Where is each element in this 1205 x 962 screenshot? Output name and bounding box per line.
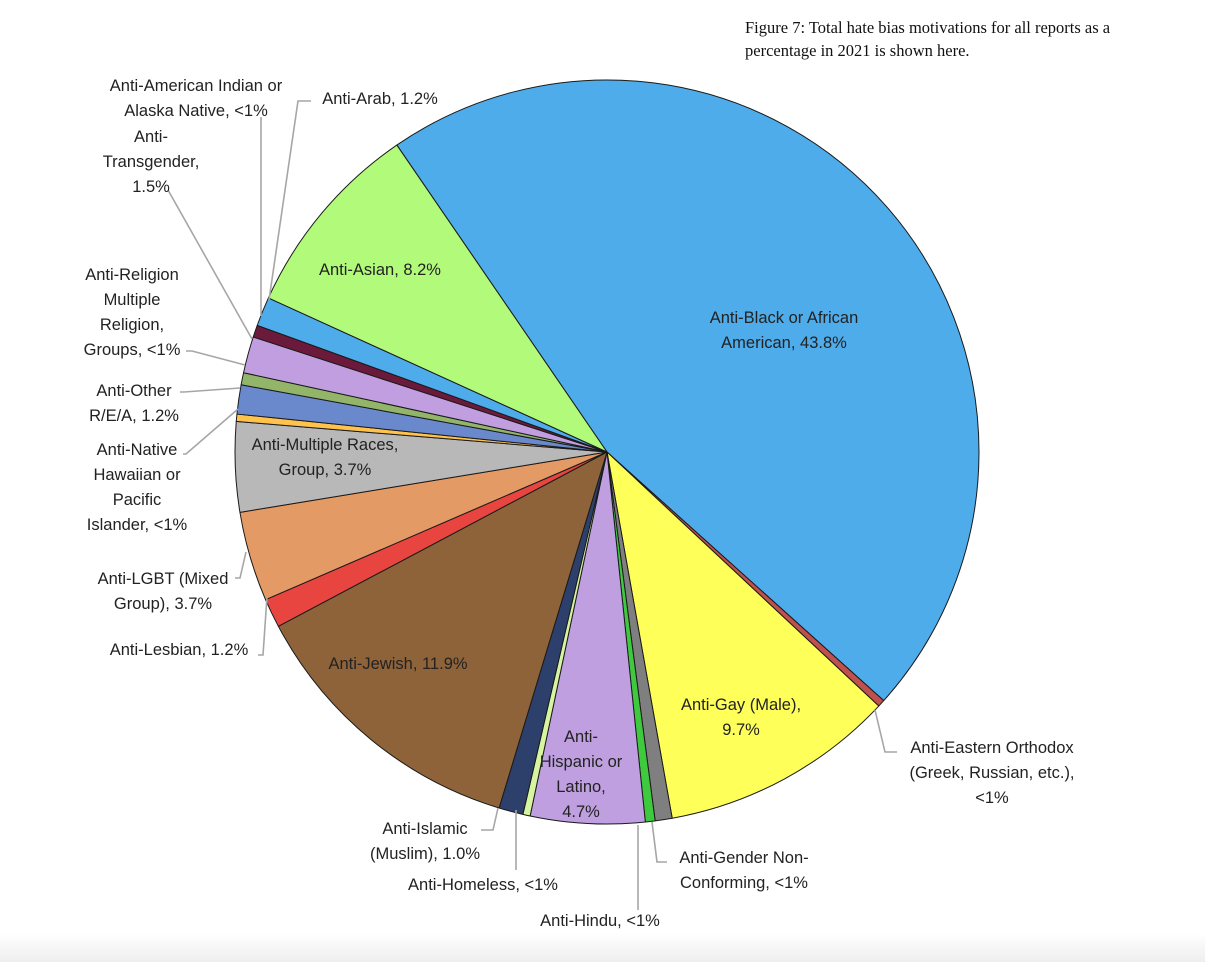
leader-line-anti-transgender xyxy=(167,189,253,340)
bottom-band xyxy=(0,934,1205,962)
leader-line-anti-lgbt xyxy=(235,551,247,579)
pie-slice-anti-gay-male xyxy=(606,451,880,819)
data-label-anti-other-rea: Anti-Other R/E/A, 1.2% xyxy=(89,382,179,425)
data-label-anti-multiple-races: Anti-Multiple Races, Group, 3.7% xyxy=(252,436,399,479)
leader-line-anti-other-rea xyxy=(180,387,241,393)
data-label-anti-hispanic: Anti-Hispanic or Latino, 4.7% xyxy=(540,728,623,821)
data-label-anti-lgbt: Anti-LGBT (Mixed Group), 3.7% xyxy=(98,570,229,613)
data-label-anti-jewish: Anti-Jewish, 11.9% xyxy=(328,655,467,673)
leader-line-anti-arab xyxy=(268,100,311,301)
pie-slice-anti-jewish xyxy=(277,451,608,809)
data-label-anti-arab: Anti-Arab, 1.2% xyxy=(322,90,438,108)
figure-caption: Figure 7: Total hate bias motivations fo… xyxy=(745,18,1111,60)
data-label-anti-american-indian: Anti-American Indian or Alaska Native, <1… xyxy=(110,77,283,120)
data-label-anti-hindu: Anti-Hindu, <1% xyxy=(540,912,660,930)
leader-line-anti-native-hawaiian xyxy=(183,408,239,455)
leader-line-anti-islamic xyxy=(481,807,499,831)
data-label-anti-gender-non-conforming: Anti-Gender Non-Conforming, <1% xyxy=(679,849,808,892)
data-label-anti-islamic: Anti-Islamic (Muslim), 1.0% xyxy=(370,820,480,863)
data-label-anti-native-hawaiian: Anti-Native Hawaiian or Pacific Islander, <… xyxy=(87,441,188,534)
leader-line-anti-religion-multiple xyxy=(186,350,246,366)
leader-line-anti-gender-non-conforming xyxy=(651,821,667,863)
pie-slice-anti-asian xyxy=(267,144,608,453)
data-label-anti-lesbian: Anti-Lesbian, 1.2% xyxy=(110,641,249,659)
data-label-anti-black: Anti-Black or African American, 43.8% xyxy=(710,309,859,352)
data-label-anti-asian: Anti-Asian, 8.2% xyxy=(319,261,441,279)
leader-line-anti-lesbian xyxy=(258,596,268,656)
data-label-anti-transgender: Anti-Transgender, 1.5% xyxy=(103,128,200,196)
data-label-anti-gay-male: Anti-Gay (Male), 9.7% xyxy=(681,696,801,739)
data-label-anti-religion-multiple: Anti-Religion Multiple Religion, Groups, <1… xyxy=(84,266,181,359)
leader-line-anti-eastern-orthodox xyxy=(874,709,897,753)
data-label-anti-homeless: Anti-Homeless, <1% xyxy=(408,876,558,894)
data-label-anti-eastern-orthodox: Anti-Eastern Orthodox (Greek, Russian, et… xyxy=(909,739,1074,807)
pie-slice-anti-black xyxy=(396,79,980,702)
